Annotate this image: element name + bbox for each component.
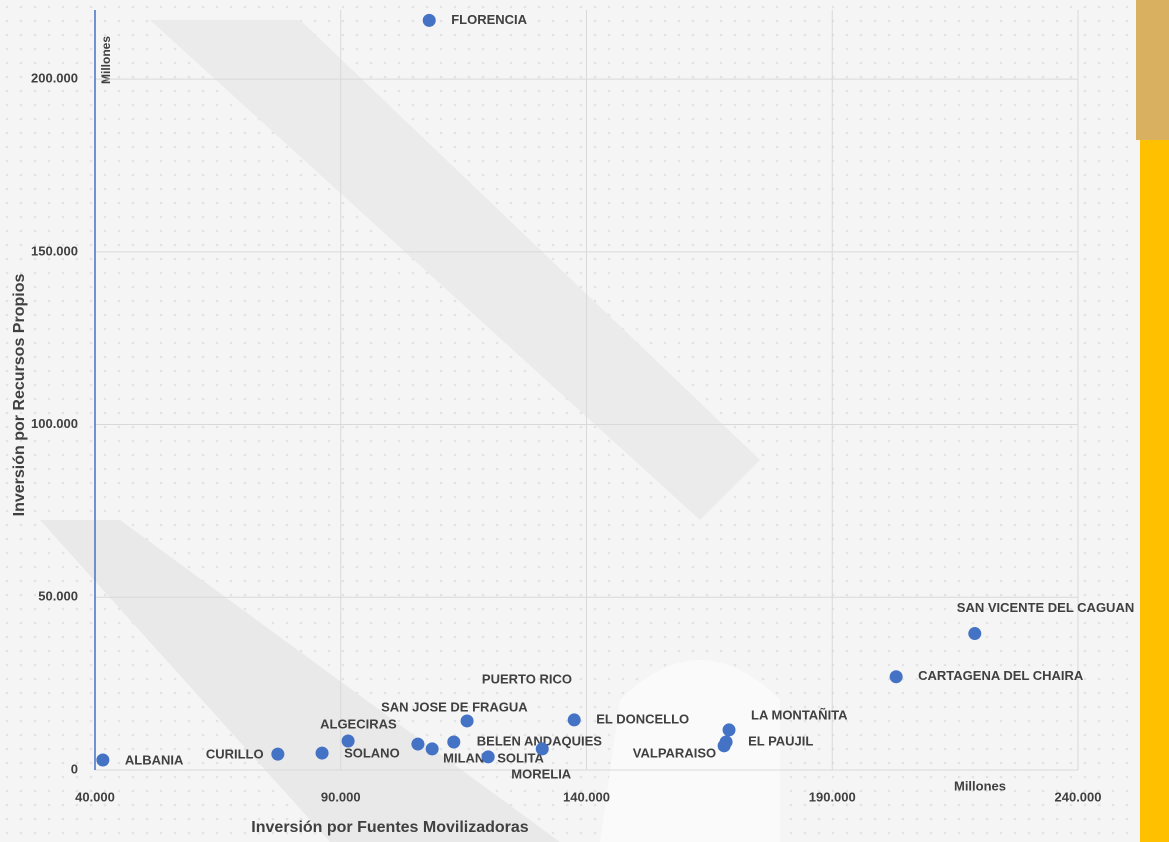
point-label: MORELIA bbox=[511, 766, 572, 781]
x-tick-label: 240.000 bbox=[1055, 789, 1102, 804]
point-label: SOLITA bbox=[497, 750, 544, 765]
side-band bbox=[1140, 140, 1169, 842]
point bbox=[889, 670, 903, 684]
point-label: VALPARAISO bbox=[633, 745, 716, 760]
point bbox=[535, 742, 549, 756]
point-label: EL PAUJIL bbox=[748, 733, 813, 748]
point-label: ALGECIRAS bbox=[320, 716, 397, 731]
x-tick-label: 40.000 bbox=[75, 789, 115, 804]
point bbox=[481, 750, 495, 764]
point-label: CARTAGENA DEL CHAIRA bbox=[918, 668, 1084, 683]
point bbox=[425, 742, 439, 756]
point-label: EL DONCELLO bbox=[596, 711, 689, 726]
point bbox=[315, 746, 329, 760]
y-axis-title: Inversión por Recursos Propios bbox=[11, 274, 28, 517]
y-tick-label: 150.000 bbox=[31, 243, 78, 258]
y-tick-label: 50.000 bbox=[38, 589, 78, 604]
point bbox=[341, 734, 355, 748]
point-label: ALBANIA bbox=[125, 752, 184, 767]
point-label: SAN JOSE DE FRAGUA bbox=[381, 699, 528, 714]
point bbox=[447, 735, 461, 749]
point bbox=[411, 737, 425, 751]
y-tick-label: 100.000 bbox=[31, 416, 78, 431]
x-tick-label: 90.000 bbox=[321, 789, 361, 804]
side-photo bbox=[1136, 0, 1169, 140]
point bbox=[460, 714, 474, 728]
decor bbox=[40, 520, 560, 842]
point-label: SOLANO bbox=[344, 746, 400, 761]
y-tick-label: 200.000 bbox=[31, 71, 78, 86]
x-axis-title: Inversión por Fuentes Movilizadoras bbox=[251, 819, 528, 836]
point-label: LA MONTAÑITA bbox=[751, 707, 848, 722]
point-label: SAN VICENTE DEL CAGUAN bbox=[957, 600, 1134, 615]
y-tick-label: 0 bbox=[71, 761, 78, 776]
point bbox=[567, 713, 581, 727]
point bbox=[271, 747, 285, 761]
point-label: FLORENCIA bbox=[451, 12, 527, 27]
point bbox=[96, 753, 110, 767]
decor bbox=[150, 20, 760, 520]
x-unit: Millones bbox=[954, 778, 1006, 793]
x-tick-label: 190.000 bbox=[809, 789, 856, 804]
point-label: PUERTO RICO bbox=[482, 672, 572, 687]
x-tick-label: 140.000 bbox=[563, 789, 610, 804]
point bbox=[717, 739, 731, 753]
y-unit: Millones bbox=[99, 36, 113, 84]
point-label: BELEN ANDAQUIES bbox=[477, 733, 603, 748]
point-label: MILAN bbox=[443, 750, 484, 765]
point bbox=[968, 627, 982, 641]
point bbox=[422, 13, 436, 27]
point-label: CURILLO bbox=[206, 747, 264, 762]
point bbox=[722, 723, 736, 737]
decor bbox=[600, 660, 780, 842]
